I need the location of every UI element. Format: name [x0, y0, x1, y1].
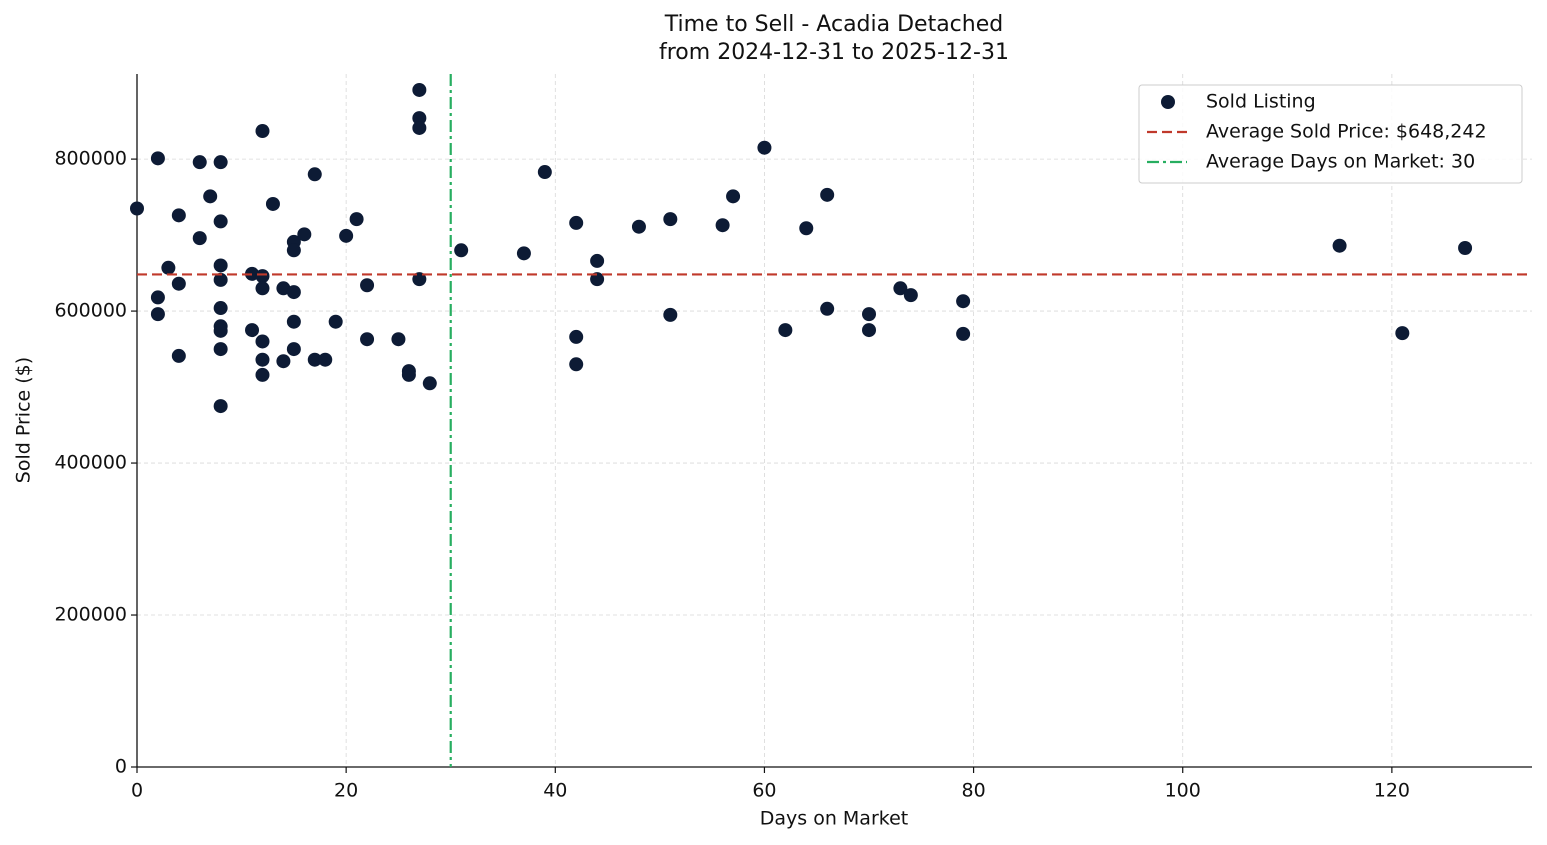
point — [255, 269, 270, 284]
point — [412, 82, 427, 97]
point — [213, 301, 228, 316]
point — [171, 276, 186, 291]
point — [663, 307, 678, 322]
y-tick-label: 400000 — [54, 452, 127, 474]
point — [537, 165, 552, 180]
point — [297, 227, 312, 242]
chart-title: Time to Sell - Acadia Detached — [664, 12, 1003, 37]
x-axis-label: Days on Market — [760, 808, 908, 830]
point — [862, 307, 877, 322]
point — [213, 399, 228, 414]
point — [286, 285, 301, 300]
point — [192, 231, 207, 246]
point — [150, 151, 165, 166]
point — [956, 326, 971, 341]
point — [726, 189, 741, 204]
y-tick-label: 0 — [115, 756, 127, 778]
point — [328, 314, 343, 329]
point — [590, 272, 605, 287]
legend-label: Average Days on Market: 30 — [1206, 151, 1475, 173]
point — [213, 155, 228, 170]
point — [213, 214, 228, 229]
point — [255, 352, 270, 367]
point — [820, 301, 835, 316]
point — [150, 307, 165, 322]
point — [956, 294, 971, 309]
x-tick-label: 0 — [131, 780, 143, 802]
point — [286, 342, 301, 357]
point — [422, 376, 437, 391]
point — [663, 212, 678, 227]
x-tick-label: 40 — [543, 780, 567, 802]
legend-label: Average Sold Price: $648,242 — [1206, 121, 1487, 143]
x-tick-label: 100 — [1165, 780, 1201, 802]
legend-box — [1138, 84, 1523, 184]
point — [318, 352, 333, 367]
y-tick-label: 200000 — [54, 604, 127, 626]
point — [255, 281, 270, 296]
point — [265, 196, 280, 211]
x-tick-label: 20 — [334, 780, 358, 802]
x-tick-label: 60 — [752, 780, 776, 802]
point — [516, 246, 531, 261]
point — [339, 228, 354, 243]
point — [360, 332, 375, 347]
point — [349, 212, 364, 227]
point — [171, 208, 186, 223]
y-axis-label: Sold Price ($) — [13, 357, 35, 483]
point — [893, 281, 908, 296]
point — [799, 221, 814, 236]
point — [255, 123, 270, 138]
point — [171, 348, 186, 363]
point — [286, 243, 301, 258]
point — [401, 367, 416, 382]
point — [1332, 238, 1347, 253]
point — [307, 167, 322, 182]
point — [391, 332, 406, 347]
point — [412, 272, 427, 287]
point — [590, 253, 605, 268]
point — [245, 266, 260, 281]
point — [1395, 326, 1410, 341]
point — [715, 218, 730, 233]
point — [862, 323, 877, 338]
point — [412, 120, 427, 135]
point — [360, 278, 375, 293]
point — [903, 288, 918, 303]
point — [150, 290, 165, 305]
point — [286, 314, 301, 329]
point — [412, 111, 427, 126]
legend-label: Sold Listing — [1206, 91, 1316, 113]
point — [276, 354, 291, 369]
point — [255, 367, 270, 382]
legend-marker — [1161, 95, 1175, 109]
point — [569, 215, 584, 230]
point — [569, 357, 584, 372]
point — [307, 352, 322, 367]
point — [192, 155, 207, 170]
point — [161, 260, 176, 275]
point — [245, 323, 260, 338]
point — [778, 323, 793, 338]
point — [569, 329, 584, 344]
y-tick-label: 600000 — [54, 300, 127, 322]
point — [757, 140, 772, 155]
point — [213, 342, 228, 357]
x-tick-label: 80 — [961, 780, 985, 802]
point — [631, 219, 646, 234]
point — [1458, 241, 1473, 256]
y-tick-label: 800000 — [54, 148, 127, 170]
point — [213, 272, 228, 287]
point — [255, 334, 270, 349]
point — [213, 258, 228, 273]
point — [820, 187, 835, 202]
chart-subtitle: from 2024-12-31 to 2025-12-31 — [659, 40, 1009, 65]
point — [203, 189, 218, 204]
point — [454, 243, 469, 258]
point — [213, 323, 228, 338]
x-tick-label: 120 — [1374, 780, 1410, 802]
point — [130, 201, 144, 216]
